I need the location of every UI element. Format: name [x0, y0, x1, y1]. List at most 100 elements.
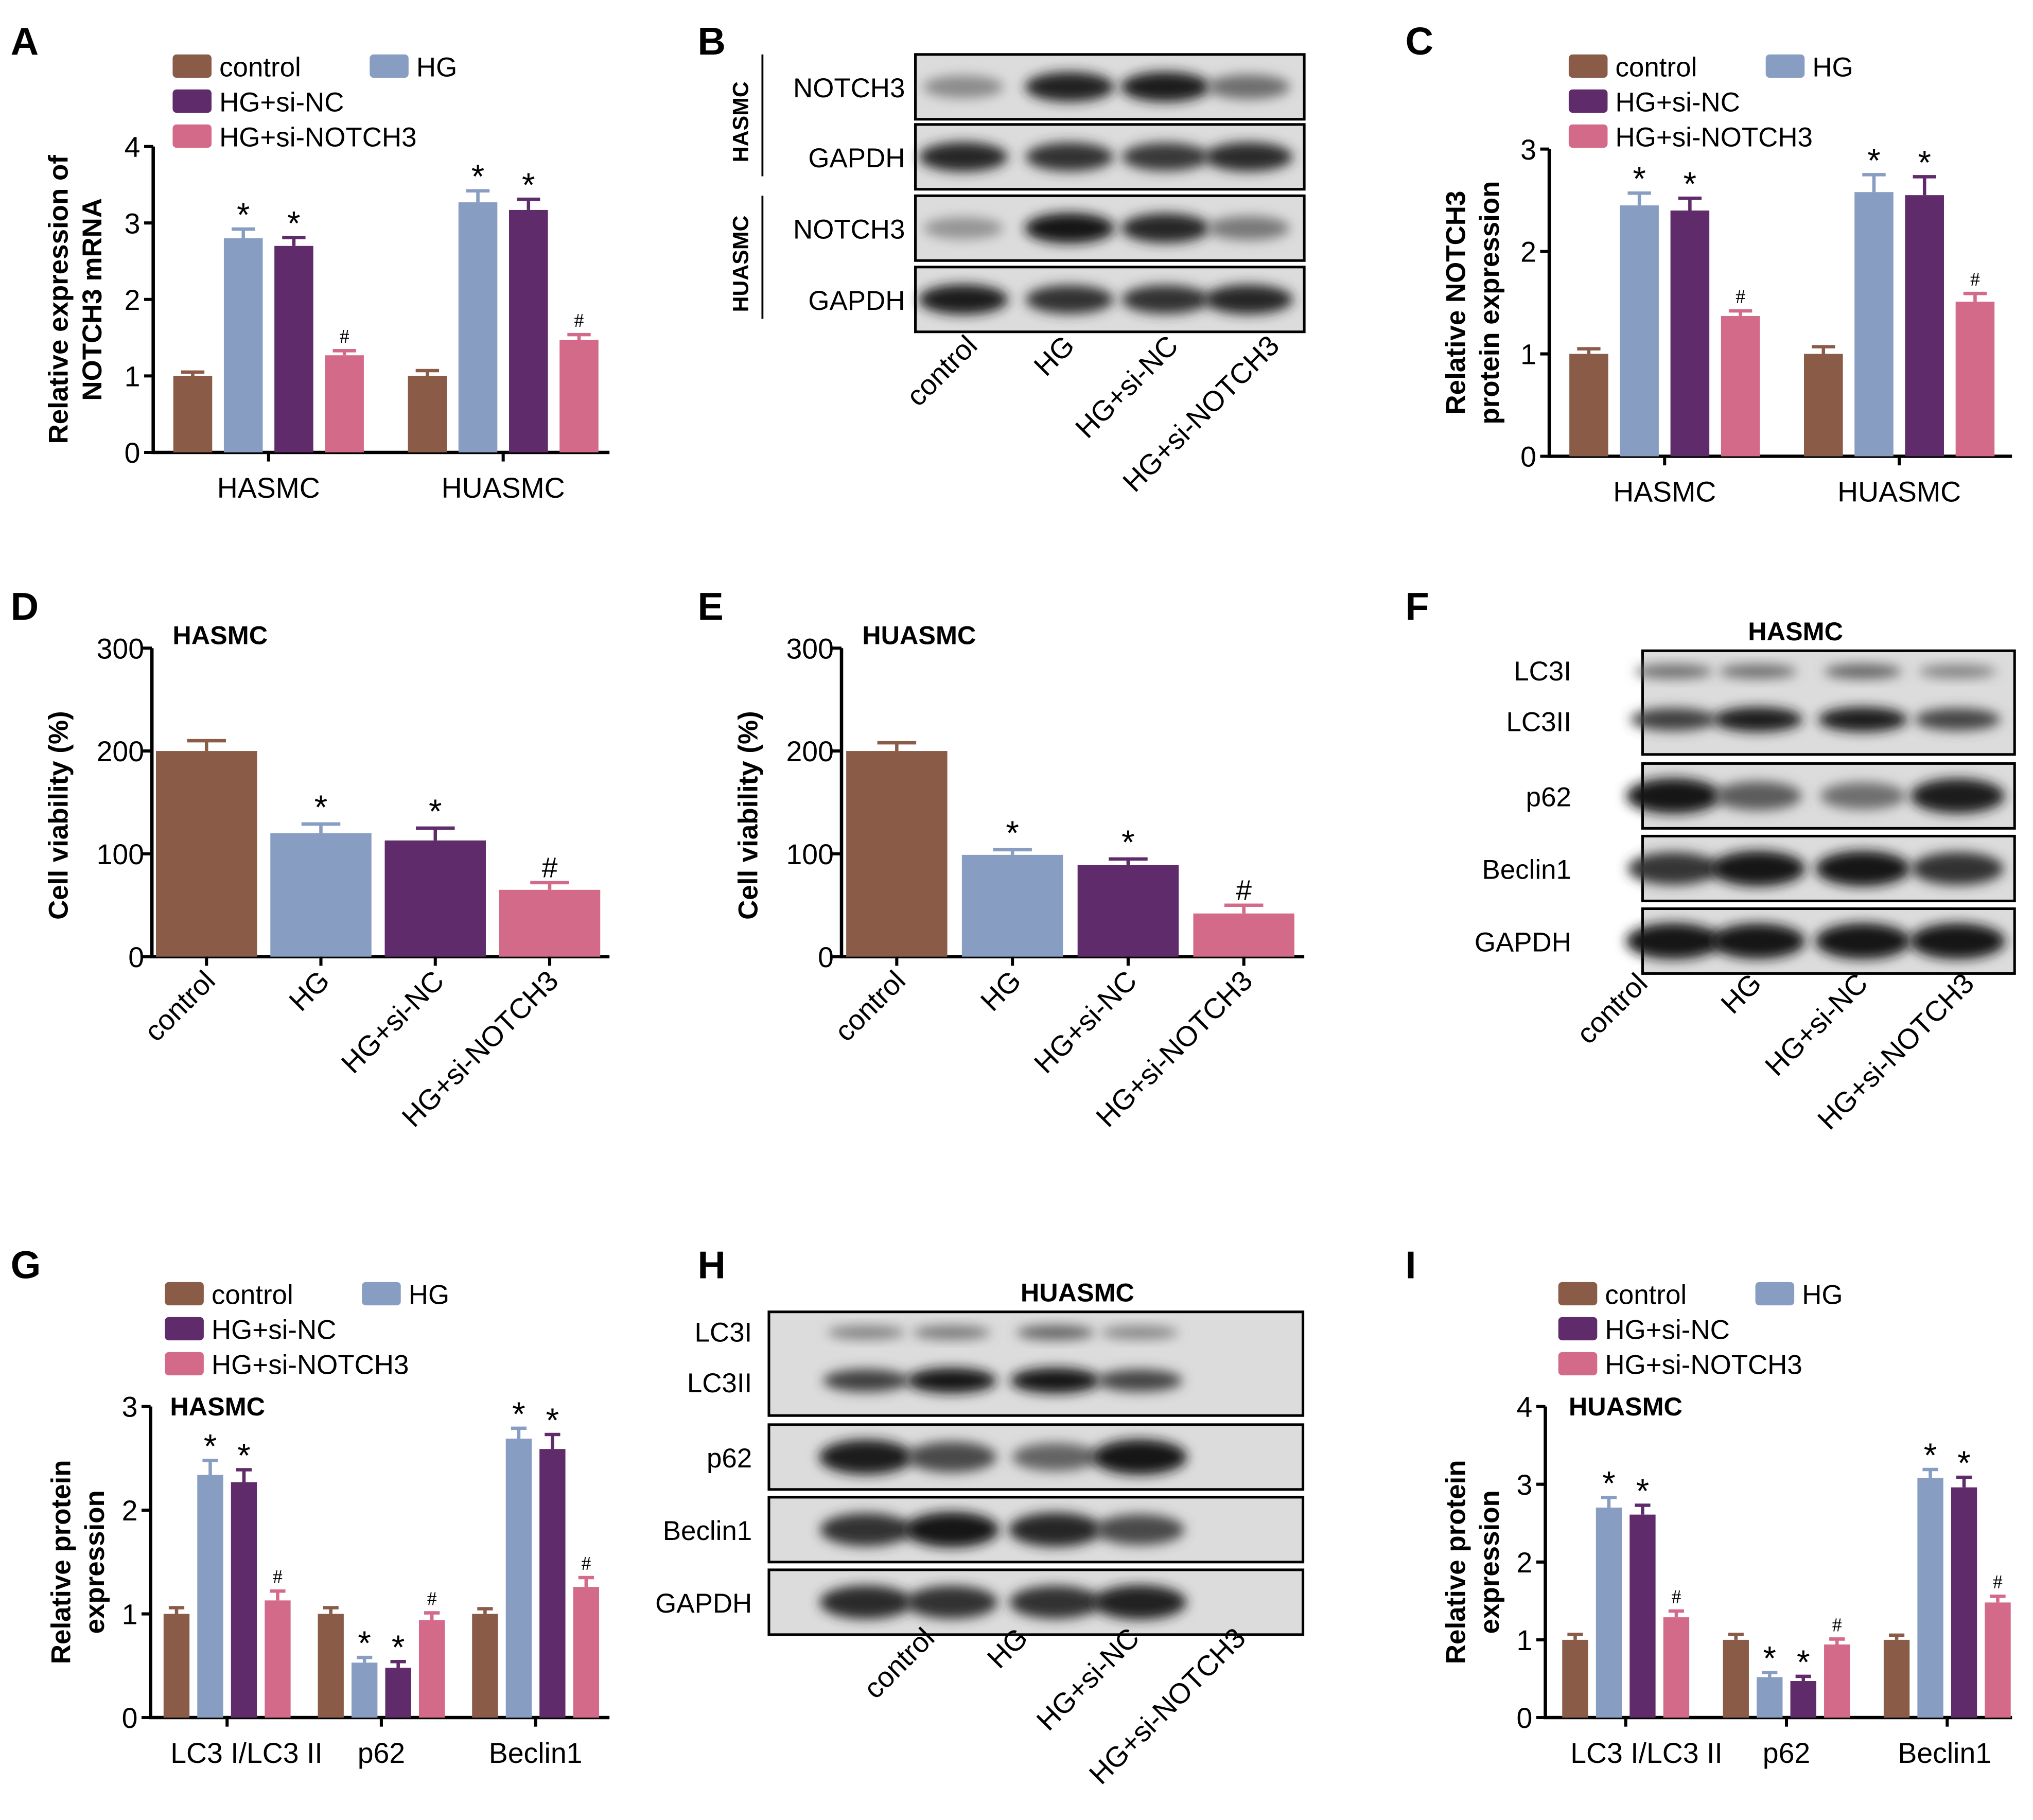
blot-band	[1016, 1325, 1095, 1340]
y-tick-label: 0	[128, 941, 144, 973]
bar-hg-si-notch3-lc3-i-lc3-ii	[1663, 1617, 1690, 1718]
blot-band	[1010, 1368, 1101, 1394]
blot-row-label: LC3II	[687, 1368, 752, 1398]
y-axis-label: Cell viability (%)	[733, 711, 763, 919]
bar-hg-si-nc-beclin1	[539, 1449, 566, 1718]
legend-label-hg-si-notch3: HG+si-NOTCH3	[219, 122, 416, 153]
hash-mark: #	[1832, 1614, 1842, 1636]
blot-band	[905, 1585, 998, 1619]
bar-control	[846, 751, 948, 957]
significance-star: *	[1924, 1437, 1937, 1474]
y-tick-label: 1	[1517, 1624, 1533, 1656]
bar-hg-si-notch3-hasmc	[325, 355, 364, 452]
bar-hg-si-nc-hasmc	[274, 246, 313, 452]
significance-star: *	[1918, 144, 1931, 181]
blot-band	[1719, 664, 1797, 679]
significance-star: *	[522, 166, 535, 204]
blot-band	[1204, 285, 1293, 314]
y-axis-label-line: Relative NOTCH3	[1441, 191, 1471, 415]
blot-row-label: LC3II	[1506, 707, 1571, 737]
legend-swatch-control	[172, 54, 212, 78]
bar-hg-beclin1	[505, 1439, 532, 1718]
significance-star: *	[512, 1395, 525, 1433]
legend-label-hg-si-nc: HG+si-NC	[1616, 87, 1740, 118]
legend-label-hg-si-notch3: HG+si-NOTCH3	[212, 1350, 409, 1380]
hash-mark: #	[542, 852, 558, 884]
blot-band	[1710, 923, 1806, 959]
blot-band	[1910, 778, 2005, 814]
bar-hg-si-notch3-p62	[418, 1620, 445, 1718]
bar-hg-si-nc-huasmc	[1905, 195, 1944, 457]
significance-star: *	[1957, 1444, 1970, 1482]
legend-label-hg-si-nc: HG+si-NC	[1605, 1315, 1729, 1345]
y-axis-label-line: Cell viability (%)	[733, 711, 763, 919]
chart-subtitle: HUASMC	[862, 621, 976, 650]
chart-g-hasmc-protein: 0 1 2 3 Relative protein expression * * # LC3 I/L…	[46, 1280, 610, 1769]
blot-band	[923, 75, 1004, 98]
blot-band	[1100, 1326, 1179, 1339]
blot-band	[919, 142, 1008, 172]
significance-star: *	[1867, 142, 1880, 179]
legend-swatch-hg	[1765, 54, 1805, 78]
blot-band	[906, 1441, 997, 1473]
blot-band	[820, 1513, 913, 1546]
y-tick-label: 3	[1517, 1469, 1533, 1501]
legend-label-hg: HG	[1802, 1280, 1843, 1310]
blot-row-label: LC3I	[1514, 656, 1571, 687]
x-tick-label: control	[829, 965, 912, 1047]
blot-band	[1092, 1439, 1187, 1475]
x-tick-label: LC3 I/LC3 II	[170, 1737, 323, 1769]
panel-label-d: D	[11, 585, 39, 628]
blot-band	[1626, 778, 1722, 814]
x-tick-label: HG	[974, 965, 1027, 1018]
bar-control-lc3-i-lc3-ii	[1562, 1639, 1588, 1718]
legend-swatch-hg-si-notch3	[165, 1352, 204, 1376]
blot-row-label: NOTCH3	[793, 73, 905, 103]
y-tick-label: 0	[125, 437, 141, 469]
blot-band	[1911, 852, 2004, 885]
legend-swatch-hg-si-nc	[165, 1317, 204, 1341]
x-tick-label: HG	[283, 965, 336, 1018]
legend-swatch-hg-si-nc	[172, 89, 212, 113]
bar-hg-si-notch3-hasmc	[1721, 316, 1760, 457]
legend-swatch-hg-si-nc	[1558, 1317, 1598, 1341]
significance-star: *	[1602, 1464, 1615, 1502]
x-tick-label: Beclin1	[489, 1737, 583, 1769]
y-tick-label: 0	[1520, 441, 1536, 473]
legend-swatch-control	[1568, 54, 1608, 78]
y-tick-label: 2	[122, 1495, 138, 1527]
bar-hg-si-notch3-huasmc	[1955, 302, 1995, 457]
hash-mark: #	[1236, 874, 1252, 906]
blot-band	[1918, 664, 1996, 678]
bar-hg-p62	[352, 1662, 378, 1718]
blot-band	[1120, 72, 1211, 102]
bar-hg-si-nc	[384, 840, 486, 957]
blot-band	[918, 284, 1008, 314]
bar-control-huasmc	[408, 376, 447, 452]
lane-label: control	[1570, 967, 1653, 1050]
significance-star: *	[1763, 1639, 1776, 1677]
significance-star: *	[358, 1624, 371, 1662]
y-axis-label-line: Relative protein	[1441, 1460, 1471, 1664]
chart-subtitle: HASMC	[172, 621, 268, 650]
y-tick-label: 3	[122, 1391, 138, 1423]
bar-hg	[270, 833, 372, 957]
x-tick-label: HG+si-NC	[335, 965, 450, 1079]
bar-hg-lc3-i-lc3-ii	[197, 1475, 223, 1718]
panel-label-b: B	[697, 20, 726, 63]
legend-swatch-control	[165, 1282, 204, 1306]
bar-hg-si-nc	[1077, 865, 1179, 957]
lane-label: control	[900, 329, 983, 412]
y-tick-label: 100	[786, 838, 833, 870]
significance-star: *	[1797, 1643, 1810, 1681]
blot-band	[1008, 1512, 1102, 1547]
y-axis-label-line: protein expression	[1475, 181, 1505, 425]
y-tick-label: 2	[1520, 236, 1536, 268]
blot-row-label: GAPDH	[808, 286, 905, 316]
panel-label-f: F	[1406, 585, 1429, 628]
x-tick-label: HG+si-NC	[1028, 965, 1143, 1079]
panel-label-g: G	[11, 1244, 41, 1287]
y-axis-label: Cell viability (%)	[43, 711, 74, 919]
x-tick-label: Beclin1	[1898, 1737, 1991, 1769]
